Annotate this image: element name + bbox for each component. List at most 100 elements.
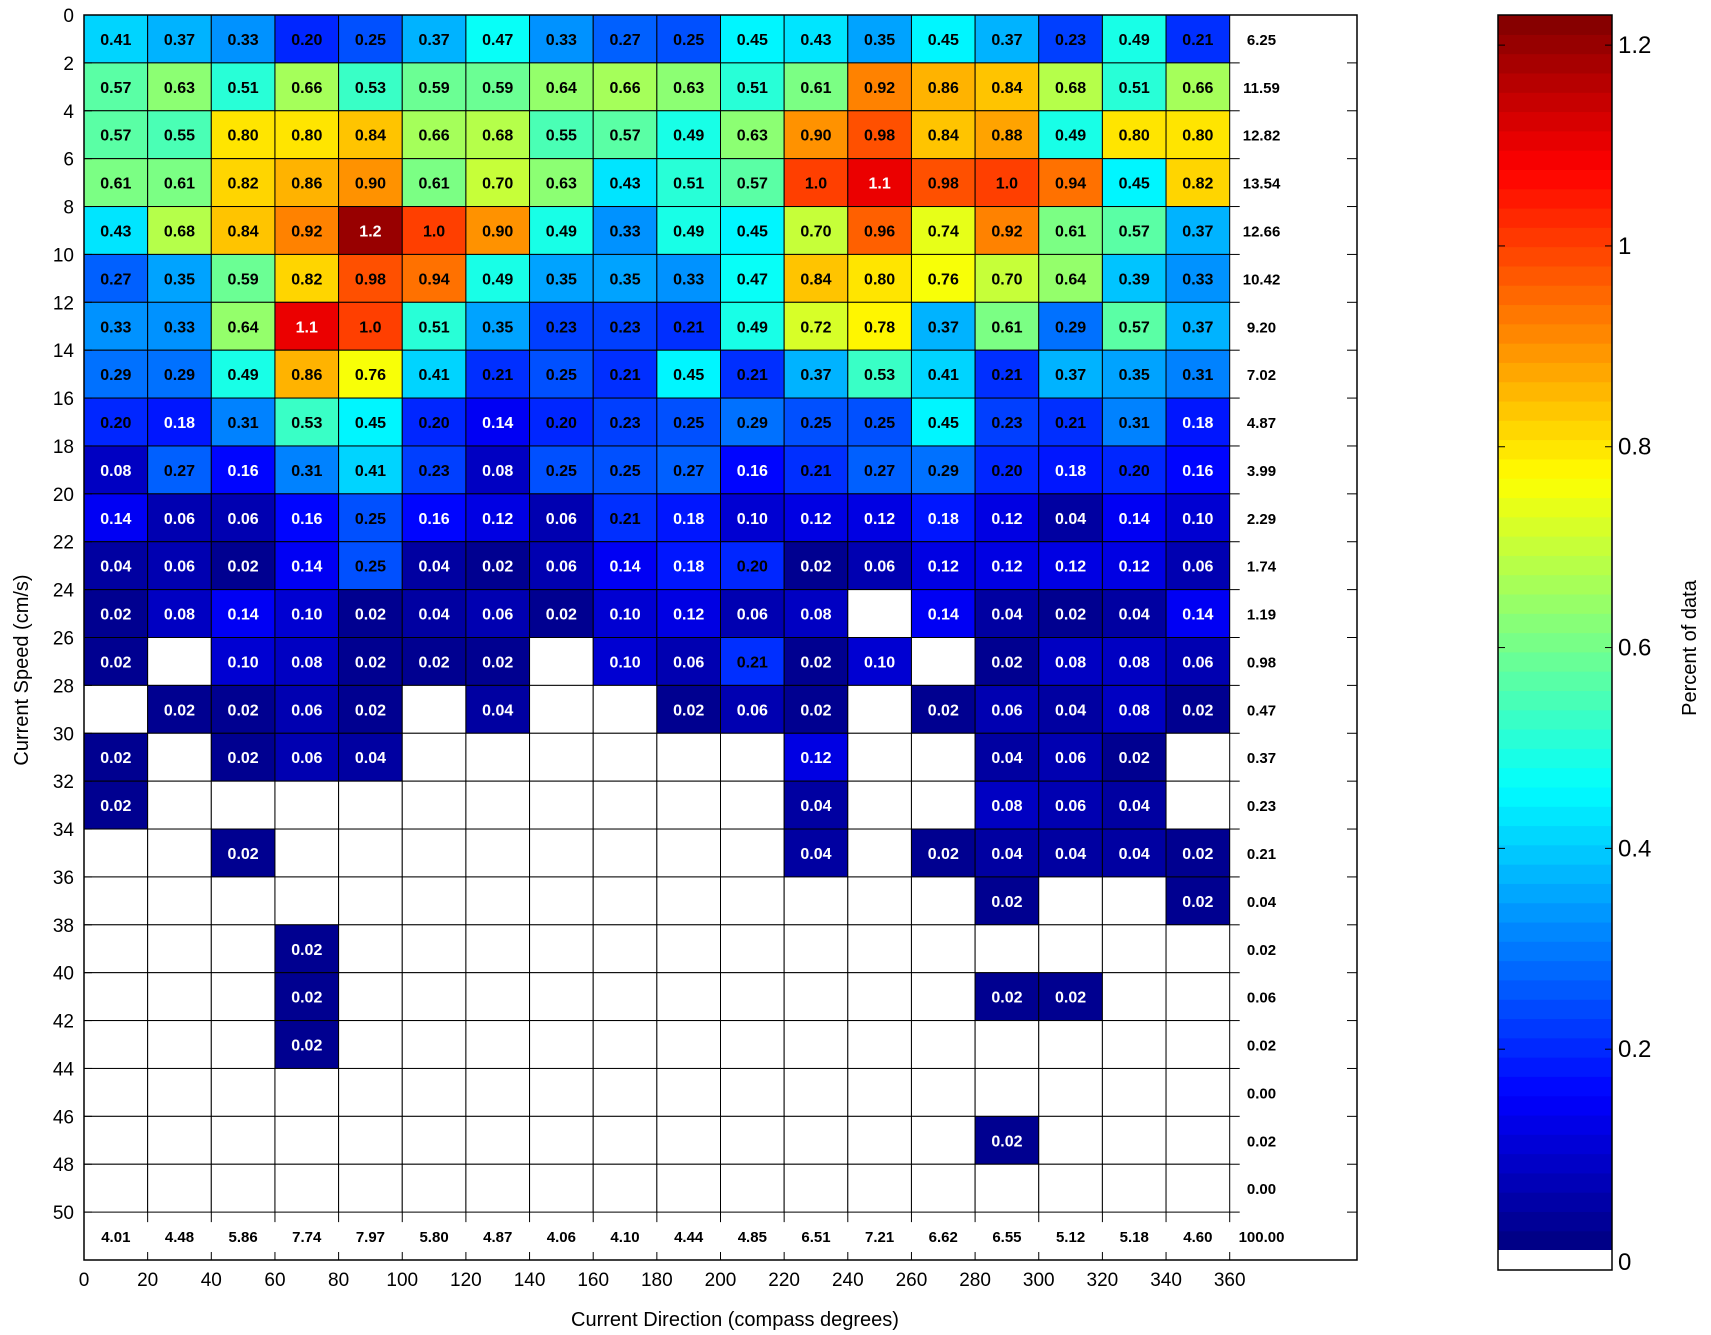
cell-value-label: 0.51 — [673, 176, 704, 193]
colorbar-swatch — [1498, 574, 1612, 595]
colorbar-swatch — [1498, 613, 1612, 634]
heatmap-cell — [83, 1020, 149, 1069]
cell-value-label: 0.06 — [1182, 559, 1213, 576]
cell-value-label: 0.64 — [546, 80, 577, 97]
colorbar-swatch — [1498, 902, 1612, 923]
y-tick-label: 10 — [53, 245, 74, 266]
cell-value-label: 0.08 — [291, 654, 322, 671]
cell-value-label: 0.02 — [1055, 607, 1086, 624]
cell-value-label: 0.98 — [864, 128, 895, 145]
cell-value-label: 0.66 — [419, 128, 450, 145]
heatmap-cell — [338, 732, 403, 782]
heatmap-cell — [656, 1115, 721, 1165]
heatmap-cell — [1101, 1163, 1167, 1213]
heatmap-cell — [783, 301, 849, 351]
heatmap-cell — [529, 253, 594, 303]
cell-value-label: 0.64 — [1055, 271, 1086, 288]
colorbar-swatch — [1498, 1018, 1612, 1039]
column-total-label: 5.86 — [229, 1229, 258, 1246]
heatmap-cell — [147, 876, 212, 926]
y-tick-label: 38 — [53, 916, 74, 937]
cell-value-label: 1.1 — [869, 176, 891, 193]
cell-value-label: 0.51 — [228, 80, 259, 97]
heatmap-cell — [401, 1115, 467, 1165]
cell-value-label: 0.90 — [482, 223, 513, 240]
heatmap-cell — [465, 1067, 531, 1117]
heatmap-cell — [338, 924, 403, 974]
x-tick-label: 40 — [201, 1270, 222, 1291]
x-tick-label: 200 — [705, 1270, 737, 1291]
heatmap-cell — [592, 1163, 658, 1213]
heatmap-cell — [338, 1163, 403, 1213]
cell-value-label: 0.14 — [100, 511, 131, 528]
cell-value-label: 0.25 — [800, 415, 831, 432]
column-total-label: 6.55 — [992, 1229, 1021, 1246]
heatmap-cell — [592, 780, 658, 830]
row-total-label: 12.82 — [1243, 128, 1281, 145]
cell-value-label: 0.23 — [609, 415, 640, 432]
heatmap-cell — [974, 445, 1040, 495]
cell-value-label: 0.04 — [419, 607, 450, 624]
heatmap-cell — [147, 1020, 212, 1069]
heatmap-cell — [147, 14, 212, 64]
cell-value-label: 0.02 — [291, 990, 322, 1007]
heatmap-cell — [529, 1020, 594, 1069]
row-total-label: 1.74 — [1247, 559, 1277, 576]
colorbar-swatch — [1498, 1095, 1612, 1116]
colorbar-swatch — [1498, 632, 1612, 653]
heatmap-cell — [1101, 828, 1167, 878]
heatmap-cell — [1165, 349, 1231, 399]
heatmap-cell — [974, 110, 1040, 160]
cell-value-label: 0.20 — [1119, 463, 1150, 480]
cell-value-label: 0.49 — [228, 367, 259, 384]
cell-value-label: 0.94 — [1055, 176, 1086, 193]
heatmap-cell — [847, 684, 912, 734]
y-tick-label: 6 — [63, 150, 74, 171]
cell-value-label: 0.57 — [609, 128, 640, 145]
cell-value-label: 0.45 — [673, 367, 704, 384]
heatmap-cell — [1101, 924, 1167, 974]
cell-value-label: 0.04 — [991, 607, 1022, 624]
row-total-label: 6.25 — [1247, 32, 1276, 49]
heatmap-cell — [210, 876, 276, 926]
column-total-label: 4.44 — [674, 1229, 704, 1246]
cell-value-label: 0.04 — [991, 750, 1022, 767]
cell-value-label: 0.51 — [419, 319, 450, 336]
heatmap-cell — [147, 828, 212, 878]
heatmap-cell — [338, 1115, 403, 1165]
heatmap-cell — [910, 589, 976, 638]
heatmap-cell — [274, 637, 340, 686]
colorbar-swatch — [1498, 188, 1612, 209]
heatmap-cell — [1165, 397, 1231, 447]
cell-value-label: 0.21 — [1182, 32, 1213, 49]
cell-value-label: 0.18 — [928, 511, 959, 528]
colorbar-swatch — [1498, 362, 1612, 383]
cell-value-label: 0.20 — [419, 415, 450, 432]
heatmap-cell — [529, 541, 594, 591]
colorbar-swatch — [1498, 651, 1612, 672]
cell-value-label: 0.35 — [164, 271, 195, 288]
heatmap-cell — [783, 349, 849, 399]
cell-value-label: 0.12 — [991, 511, 1022, 528]
heatmap-cell — [720, 493, 785, 543]
cell-value-label: 0.02 — [355, 607, 386, 624]
heatmap-cell — [210, 684, 276, 734]
heatmap-cell — [210, 637, 276, 686]
cell-value-label: 1.0 — [423, 223, 445, 240]
cell-value-label: 0.02 — [355, 654, 386, 671]
cell-value-label: 0.14 — [928, 607, 959, 624]
heatmap-cell — [592, 684, 658, 734]
colorbar-swatch — [1498, 941, 1612, 962]
cell-value-label: 0.06 — [991, 702, 1022, 719]
cell-value-label: 0.59 — [419, 80, 450, 97]
heatmap-cell — [83, 924, 149, 974]
x-tick-label: 20 — [137, 1270, 158, 1291]
heatmap-cell — [1101, 493, 1167, 543]
heatmap-cell — [720, 301, 785, 351]
heatmap-cell — [974, 206, 1040, 255]
cell-value-label: 0.66 — [1182, 80, 1213, 97]
colorbar-swatch — [1498, 53, 1612, 74]
heatmap-cell — [910, 1020, 976, 1069]
cell-value-label: 0.16 — [228, 463, 259, 480]
cell-value-label: 0.25 — [355, 32, 386, 49]
